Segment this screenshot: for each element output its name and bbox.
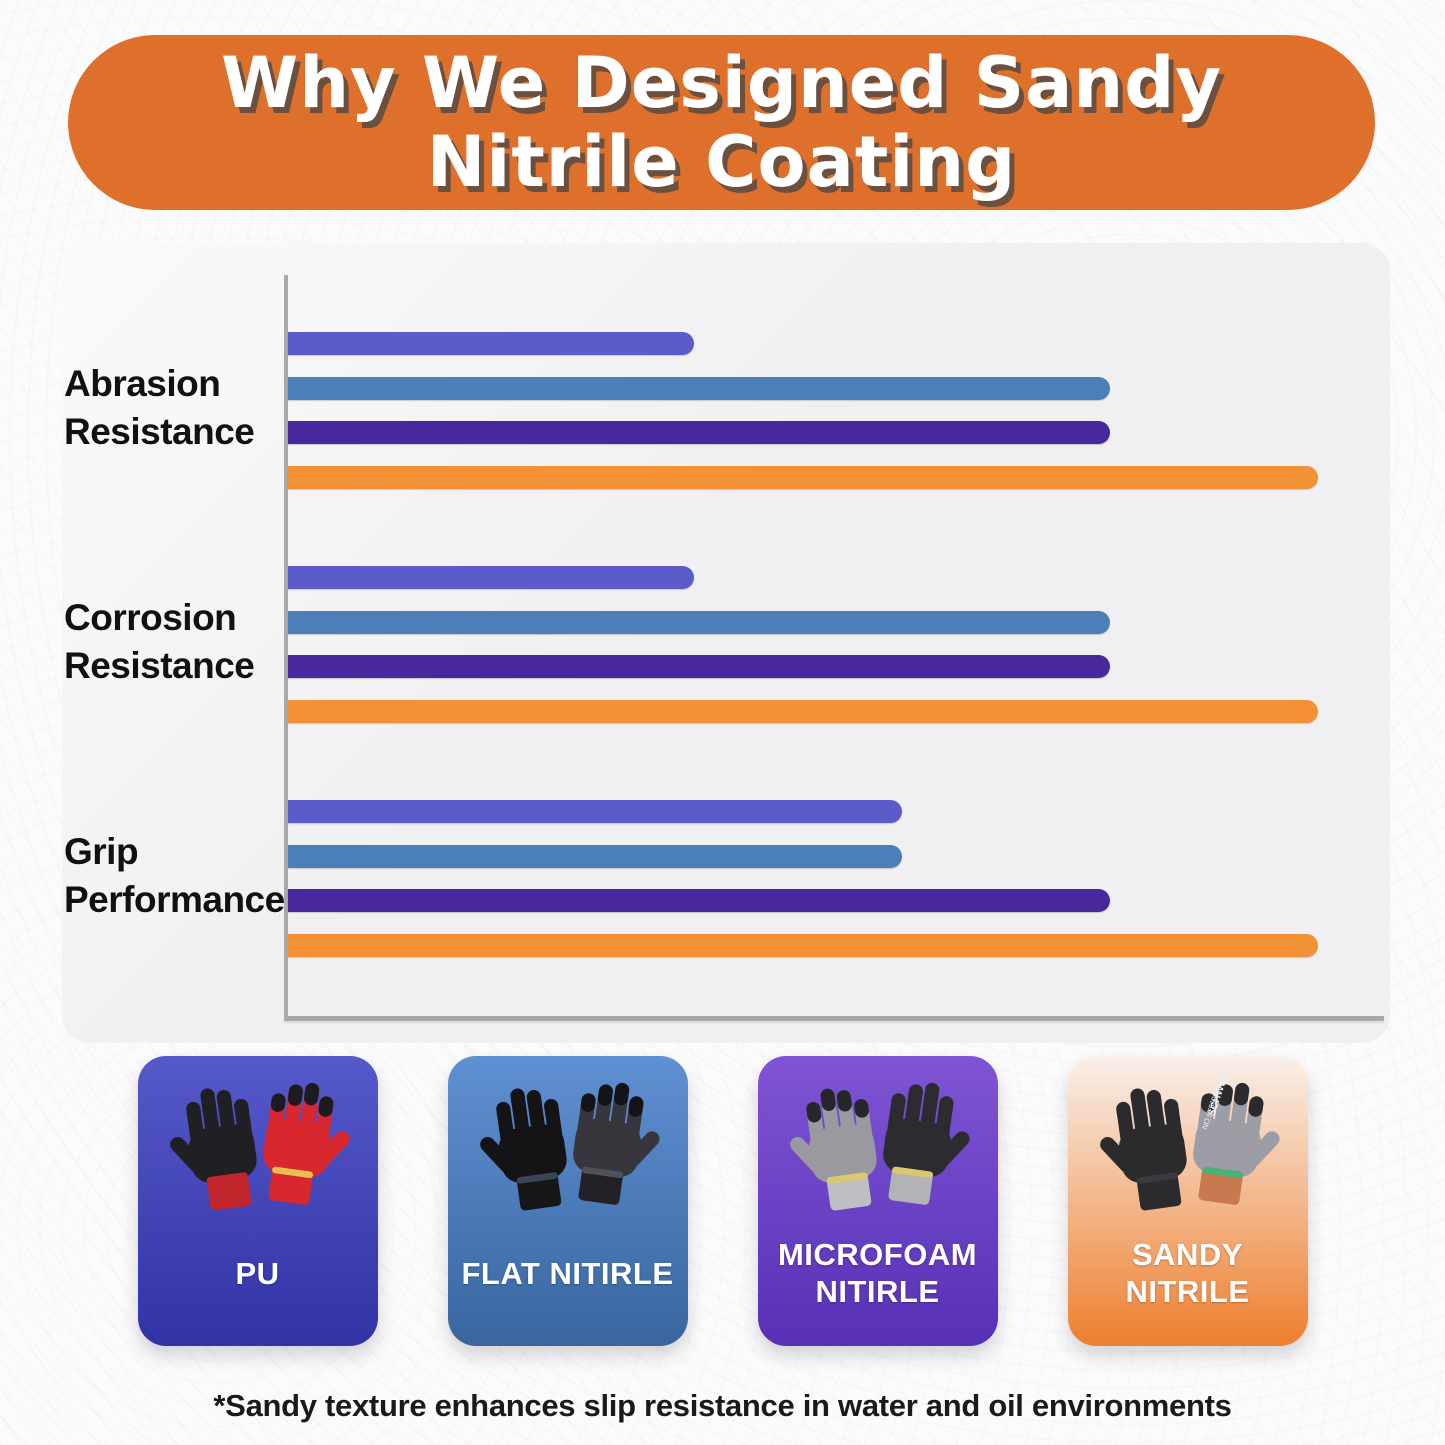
card-label: FLAT NITIRLE [461,1255,674,1291]
legend-card-pu: PU [137,1056,378,1346]
legend-card-microfoam-nitirle: MICROFOAM NITIRLE [757,1056,998,1346]
x-axis-line [284,1016,1384,1021]
bar-corrosion-microfoam-nitrile [288,655,1110,678]
title-line-1: Why We Designed Sandy [221,41,1222,124]
glove-image [169,1082,350,1211]
bar-corrosion-pu [288,566,694,589]
chart-panel: Abrasion Resistance Corrosion Resistance Gri… [62,243,1390,1043]
bar-grip-pu [288,800,902,823]
bar-abrasion-pu [288,332,694,355]
legend-card-flat-nitirle: FLAT NITIRLE [447,1056,688,1346]
footnote: *Sandy texture enhances slip resistance … [213,1388,1232,1423]
glove-image [789,1082,970,1211]
y-axis-line [284,275,288,1021]
bar-abrasion-flat-nitrile [288,376,1110,400]
legend-card-sandy-nitrile: SCHWER NO.LT5626 SANDY NITRILE [1067,1056,1308,1346]
legend-cards: PU FLAT NITIRLE MICROFOAM NITIRLE SCHWER NO.L… [0,1056,1445,1346]
category-label-abrasion: Abrasion Resistance [64,363,255,452]
bar-abrasion-microfoam-nitrile [288,421,1110,444]
category-label-grip: Grip Performance [64,831,285,920]
card-label: MICROFOAM NITIRLE [777,1237,978,1309]
bar-grip-microfoam-nitrile [288,889,1110,912]
glove-image [479,1082,660,1211]
title-line-2: Nitrile Coating [426,120,1017,203]
bar-grip-sandy-nitrile [288,933,1318,957]
bar-corrosion-flat-nitrile [288,610,1110,634]
title-banner: Why We Designed Sandy Nitrile Coating [68,35,1375,210]
page-title: Why We Designed Sandy Nitrile Coating [221,41,1222,203]
card-label: PU [235,1255,280,1291]
bar-abrasion-sandy-nitrile [288,465,1318,489]
bar-corrosion-sandy-nitrile [288,699,1318,723]
category-label-corrosion: Corrosion Resistance [64,597,255,686]
card-label: SANDY NITRILE [1125,1237,1250,1309]
bar-grip-flat-nitrile [288,844,902,868]
